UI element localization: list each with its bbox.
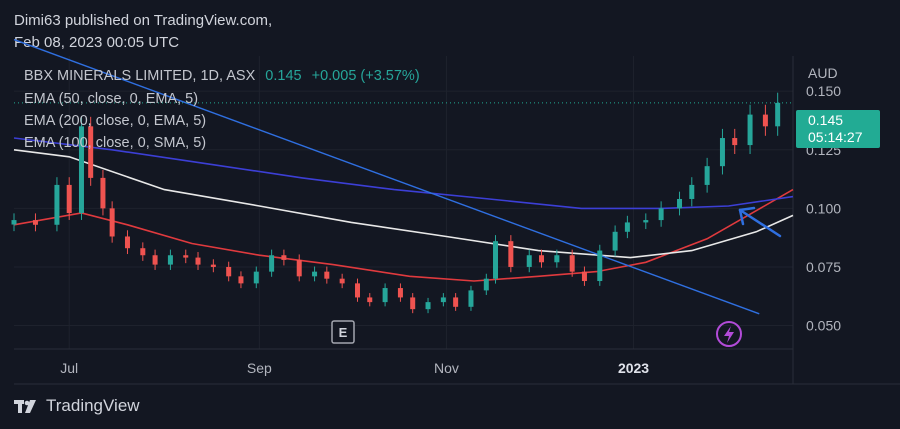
currency-label: AUD [808, 65, 838, 81]
lightning-icon[interactable] [716, 321, 742, 347]
candle-body [339, 278, 345, 284]
candle-body [440, 297, 446, 303]
candle-body [569, 255, 575, 272]
candle-body [658, 208, 664, 221]
candle-body [382, 288, 388, 303]
candle-body [238, 276, 244, 284]
ma-line [13, 149, 794, 259]
candle-body [354, 283, 360, 298]
footer-brand-label: TradingView [46, 396, 140, 415]
candle-body [367, 297, 373, 303]
candle-body [253, 271, 259, 284]
earnings-marker[interactable]: E [331, 320, 355, 344]
candle-body [493, 241, 499, 279]
last-price-tag: 0.145 05:14:27 [796, 110, 880, 148]
candle-body [54, 184, 60, 225]
candle-body [425, 302, 431, 310]
candle-body [732, 138, 738, 146]
candle-body [775, 102, 781, 127]
legend-price: 0.145 [265, 68, 302, 84]
price-axis-pane[interactable] [793, 56, 900, 384]
candle-body [581, 271, 587, 282]
price-tick-label: 0.050 [806, 318, 841, 334]
candle-body [183, 255, 189, 258]
candle-body [526, 255, 532, 267]
time-tick-label: Sep [247, 360, 272, 376]
legend-sma100[interactable]: EMA (100, close, 0, SMA, 5) [24, 135, 207, 151]
candle-body [195, 257, 201, 265]
candle-body [269, 255, 275, 272]
candle-body [152, 255, 158, 265]
candle-body [612, 231, 618, 251]
legend-ema50[interactable]: EMA (50, close, 0, EMA, 5) [24, 91, 199, 107]
ma-line [13, 137, 794, 210]
candle-body [689, 184, 695, 199]
last-price-value: 0.145 [808, 112, 844, 128]
time-tick-label: Jul [60, 360, 78, 376]
candle-body [397, 288, 403, 298]
candle-body [597, 250, 603, 282]
candle-body [167, 255, 173, 265]
candle-body [747, 114, 753, 146]
candle-body [312, 271, 318, 277]
annotation-arrow-icon [738, 206, 782, 238]
candle-body [281, 255, 287, 260]
earnings-marker-label: E [339, 325, 348, 340]
publish-date: Feb 08, 2023 00:05 UTC [14, 34, 180, 51]
legend-change: +0.005 (+3.57%) [311, 68, 420, 84]
candle-body [483, 278, 489, 291]
bar-countdown: 05:14:27 [808, 129, 863, 145]
candle-body [78, 126, 84, 214]
candle-body [554, 255, 560, 263]
candle-body [32, 220, 38, 225]
legend-ema200[interactable]: EMA (200, close, 0, EMA, 5) [24, 113, 207, 129]
candle-body [624, 222, 630, 232]
time-tick-label: Nov [434, 360, 459, 376]
candle-body [324, 271, 330, 279]
candle-body [124, 236, 130, 249]
candle-body [100, 177, 106, 209]
candle-body [453, 297, 459, 307]
candle-body [226, 266, 232, 277]
candle-body [109, 208, 115, 237]
price-tick-label: 0.150 [806, 83, 841, 99]
candle-body [468, 290, 474, 307]
tradingview-logo-icon [14, 400, 36, 413]
candle-body [704, 166, 710, 185]
legend-symbol-row: BBX MINERALS LIMITED, 1D, ASX 0.145 +0.0… [24, 68, 420, 84]
publisher-line: Dimi63 published on TradingView.com, [14, 12, 273, 29]
price-tick-label: 0.100 [806, 200, 841, 216]
moving-averages [13, 137, 794, 282]
candle-body [210, 264, 216, 267]
candle-body [508, 241, 514, 267]
trendline [13, 38, 760, 315]
time-tick-label: 2023 [618, 360, 649, 376]
candle-body [140, 248, 146, 256]
candles [11, 92, 781, 314]
candle-body [88, 126, 94, 178]
legend-symbol: BBX MINERALS LIMITED, 1D, ASX [24, 68, 256, 84]
time-axis: Jul Sep Nov 2023 [60, 360, 649, 376]
ma-line [13, 188, 794, 282]
candle-body [539, 255, 545, 263]
trendline-layer [13, 38, 760, 315]
candle-body [296, 259, 302, 277]
candle-body [719, 138, 725, 167]
candle-body [66, 184, 72, 214]
candle-body [677, 198, 683, 209]
tradingview-brand[interactable]: TradingView [14, 396, 140, 416]
candle-body [643, 220, 649, 223]
price-tick-label: 0.075 [806, 259, 841, 275]
candle-body [11, 220, 17, 225]
candle-body [410, 297, 416, 310]
candle-body [762, 114, 768, 127]
